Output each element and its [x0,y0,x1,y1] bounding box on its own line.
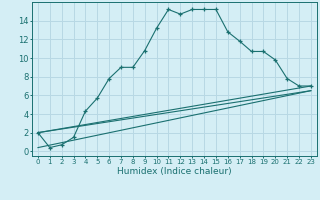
X-axis label: Humidex (Indice chaleur): Humidex (Indice chaleur) [117,167,232,176]
